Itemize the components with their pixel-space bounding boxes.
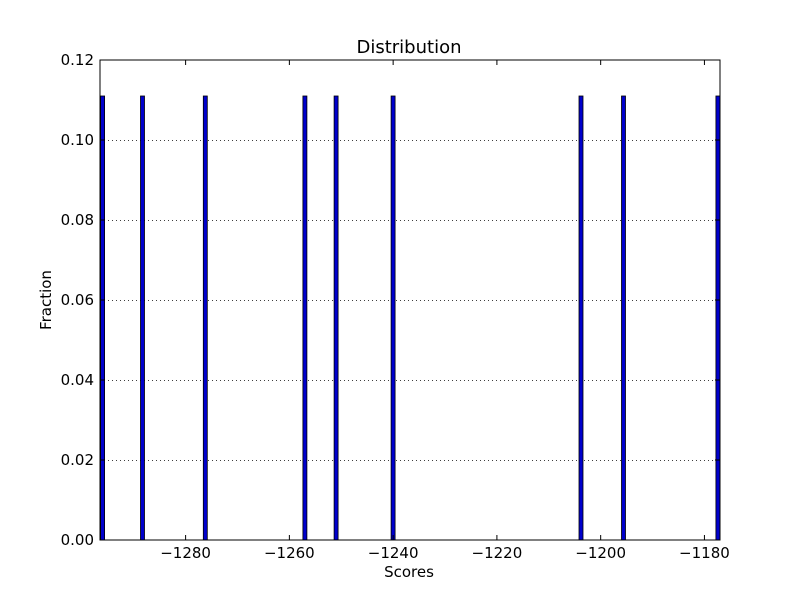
x-tick-label: −1180 [679,544,730,562]
histogram-bar [621,95,626,541]
x-tick-label: −1200 [575,544,626,562]
y-tick-label: 0.10 [61,131,94,149]
histogram-bar [333,95,339,541]
x-tick-label: −1220 [472,544,523,562]
grid-lines [100,140,720,461]
x-axis-ticks: −1280 −1260 −1240 −1220 −1200 −1180 [160,60,730,562]
y-tick-label: 0.02 [61,451,94,469]
x-tick-label: −1260 [264,544,315,562]
histogram-bar [100,95,105,541]
y-axis-ticks: 0.00 0.02 0.04 0.06 0.08 0.10 0.12 [61,51,720,549]
x-tick-label: −1240 [368,544,419,562]
histogram-bar [202,95,208,541]
y-tick-label: 0.04 [61,371,94,389]
histogram-bar [302,95,308,541]
y-tick-label: 0.00 [61,531,94,549]
y-axis-label: Fraction [37,270,55,330]
histogram-bar [140,95,145,541]
bars [100,95,721,541]
histogram-bar [578,95,584,541]
y-tick-label: 0.12 [61,51,94,69]
chart-title: Distribution [356,37,461,58]
histogram-bar [390,95,396,541]
histogram-bar [715,95,721,541]
x-axis-label: Scores [384,563,434,581]
x-tick-label: −1280 [160,544,211,562]
y-tick-label: 0.06 [61,291,94,309]
y-tick-label: 0.08 [61,211,94,229]
